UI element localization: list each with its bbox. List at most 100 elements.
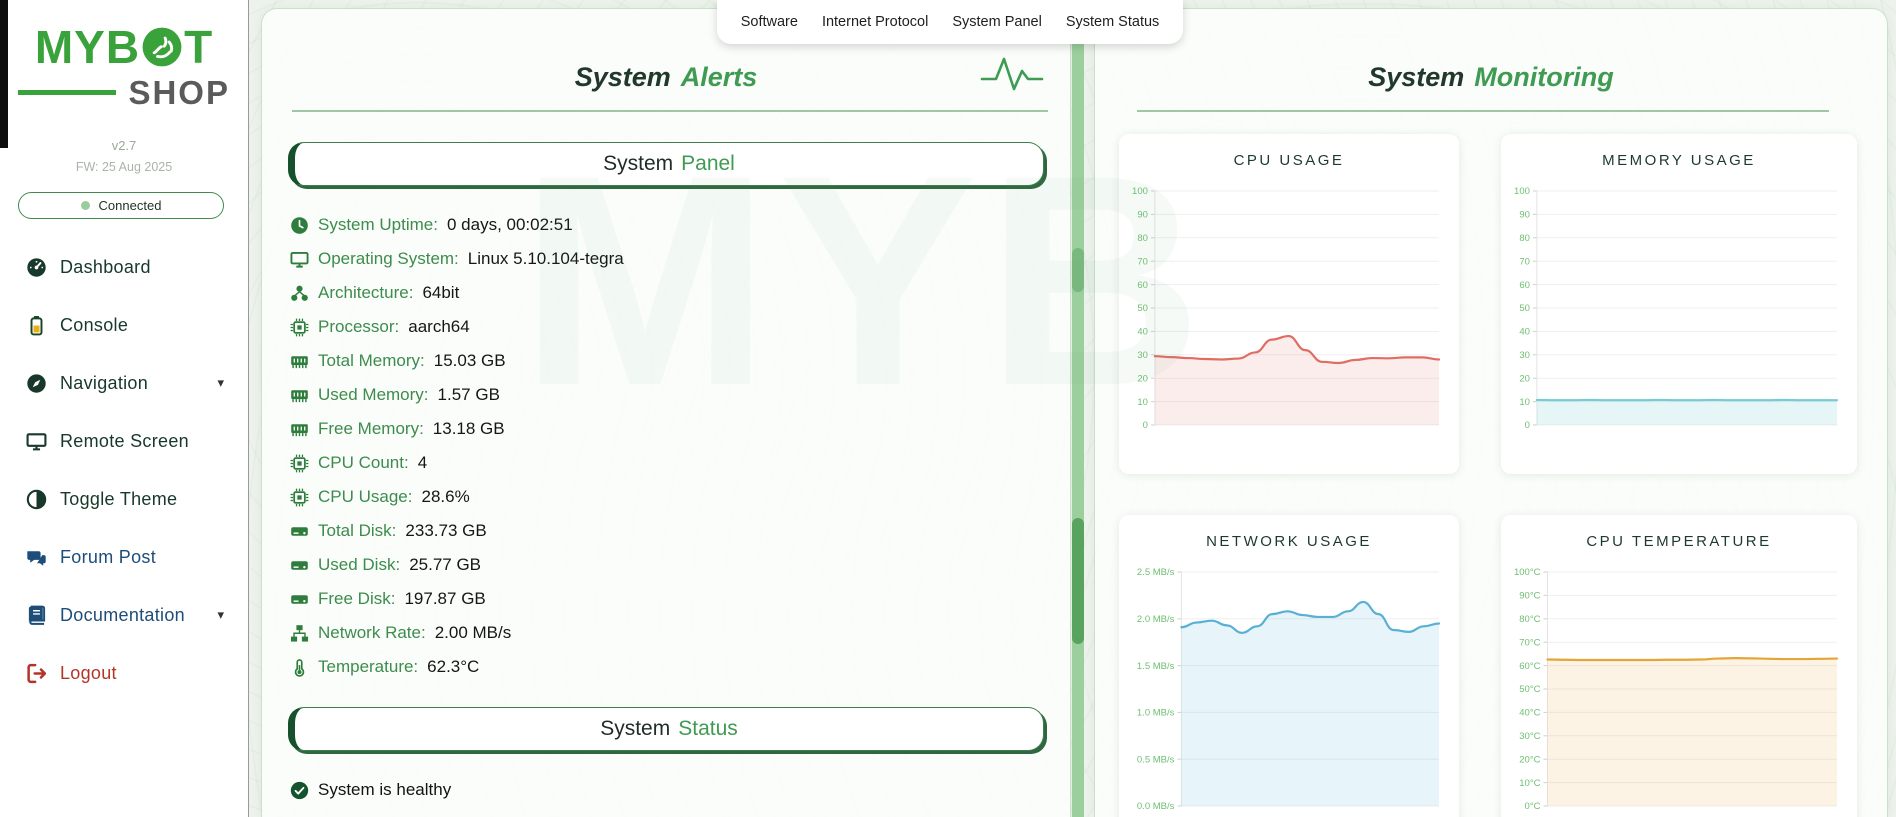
svg-text:30: 30 (1519, 350, 1530, 361)
chat-icon (26, 547, 47, 568)
svg-text:80: 80 (1519, 233, 1530, 244)
chip-icon (290, 454, 309, 473)
svg-text:0.0 MB/s: 0.0 MB/s (1137, 801, 1175, 812)
svg-text:10°C: 10°C (1519, 778, 1540, 789)
nav-item-internet-protocol[interactable]: Internet Protocol (822, 14, 928, 30)
info-value: 13.18 GB (433, 419, 505, 439)
svg-text:30°C: 30°C (1519, 731, 1540, 742)
sidebar-item-logout[interactable]: Logout (0, 644, 248, 702)
info-label: Temperature: (318, 657, 418, 677)
sidebar-item-label: Navigation (60, 373, 148, 394)
network-usage-chart-card: NETWORK USAGE 2.5 MB/s2.0 MB/s1.5 MB/s1.… (1119, 515, 1459, 817)
battery-icon (26, 315, 47, 336)
svg-text:90°C: 90°C (1519, 591, 1540, 602)
cpu-usage-chart-card: CPU USAGE 1009080706050403020100 (1119, 134, 1459, 474)
panel-scrollbar[interactable] (1072, 0, 1084, 817)
info-label: CPU Usage: (318, 487, 412, 507)
info-row: Used Memory: 1.57 GB (290, 378, 1050, 412)
sidebar-item-documentation[interactable]: Documentation ▾ (0, 586, 248, 644)
sidebar-item-remote-screen[interactable]: Remote Screen (0, 412, 248, 470)
info-row: Free Memory: 13.18 GB (290, 412, 1050, 446)
svg-text:80: 80 (1137, 233, 1148, 244)
sidebar-item-console[interactable]: Console (0, 296, 248, 354)
disk-icon (290, 556, 309, 575)
sidebar-item-toggle-theme[interactable]: Toggle Theme (0, 470, 248, 528)
system-status-header: System Status (288, 707, 1044, 751)
cpu-usage-chart: 1009080706050403020100 (1127, 179, 1451, 451)
sidebar-item-forum-post[interactable]: Forum Post (0, 528, 248, 586)
memory-usage-chart-card: MEMORY USAGE 1009080706050403020100 (1501, 134, 1857, 474)
memory-icon (290, 386, 309, 405)
svg-text:40: 40 (1137, 327, 1148, 338)
info-row: Network Rate: 2.00 MB/s (290, 616, 1050, 650)
info-label: Operating System: (318, 249, 459, 269)
info-label: System Uptime: (318, 215, 438, 235)
info-row: Total Disk: 233.73 GB (290, 514, 1050, 548)
scrollbar-thumb[interactable] (1072, 518, 1084, 644)
header-prefix: System (603, 152, 673, 176)
info-row: CPU Count: 4 (290, 446, 1050, 480)
sidebar-item-label: Remote Screen (60, 431, 189, 452)
info-value: 4 (418, 453, 427, 473)
info-value: 15.03 GB (434, 351, 506, 371)
info-row: Processor: aarch64 (290, 310, 1050, 344)
nav-item-system-panel[interactable]: System Panel (952, 14, 1041, 30)
title-accent: Monitoring (1474, 62, 1613, 93)
system-health-row: System is healthy (290, 775, 451, 805)
sitemap-icon (290, 284, 309, 303)
title-accent: Alerts (681, 62, 758, 93)
chip-icon (290, 488, 309, 507)
memory-icon (290, 420, 309, 439)
system-alerts-title: System Alerts (262, 59, 1070, 95)
title-prefix: System (575, 62, 671, 93)
svg-text:50: 50 (1137, 303, 1148, 314)
sidebar: MYB T SHOP v2.7 FW: 25 Aug 2025 Connecte… (0, 0, 249, 817)
monitor-icon (290, 250, 309, 269)
nav-item-system-status[interactable]: System Status (1066, 14, 1159, 30)
header-prefix: System (600, 717, 670, 741)
cpu-temperature-chart: 100°C90°C80°C70°C60°C50°C40°C30°C20°C10°… (1509, 560, 1849, 817)
info-label: Total Disk: (318, 521, 396, 541)
svg-text:80°C: 80°C (1519, 614, 1540, 625)
brand-logo: MYB T SHOP (10, 24, 238, 109)
svg-text:20: 20 (1137, 373, 1148, 384)
system-monitoring-title: System Monitoring (1095, 59, 1887, 95)
info-row: Used Disk: 25.77 GB (290, 548, 1050, 582)
chart-title: NETWORK USAGE (1206, 533, 1372, 550)
title-separator (1137, 110, 1829, 112)
svg-text:10: 10 (1137, 397, 1148, 408)
connection-status-pill[interactable]: Connected (18, 192, 224, 219)
gauge-icon (26, 257, 47, 278)
scrollbar-thumb[interactable] (1072, 248, 1084, 292)
sidebar-item-navigation[interactable]: Navigation ▾ (0, 354, 248, 412)
svg-text:70: 70 (1137, 256, 1148, 267)
network-usage-chart: 2.5 MB/s2.0 MB/s1.5 MB/s1.0 MB/s0.5 MB/s… (1127, 560, 1451, 817)
info-row: CPU Usage: 28.6% (290, 480, 1050, 514)
info-label: Used Disk: (318, 555, 400, 575)
sidebar-item-dashboard[interactable]: Dashboard (0, 238, 248, 296)
info-label: Processor: (318, 317, 399, 337)
chart-title: CPU TEMPERATURE (1586, 533, 1771, 550)
info-label: Architecture: (318, 283, 413, 303)
info-row: Total Memory: 15.03 GB (290, 344, 1050, 378)
disk-icon (290, 522, 309, 541)
firmware-date: FW: 25 Aug 2025 (0, 160, 248, 174)
svg-text:20°C: 20°C (1519, 754, 1540, 765)
sidebar-menu: Dashboard Console Navigation ▾ (0, 238, 248, 702)
svg-text:60°C: 60°C (1519, 661, 1540, 672)
info-label: Network Rate: (318, 623, 426, 643)
info-value: Linux 5.10.104-tegra (468, 249, 624, 269)
svg-text:40°C: 40°C (1519, 708, 1540, 719)
robot-icon (141, 26, 183, 68)
monitor-icon (26, 431, 47, 452)
info-value: 64bit (422, 283, 459, 303)
check-circle-icon (290, 781, 309, 800)
svg-text:1.0 MB/s: 1.0 MB/s (1137, 708, 1175, 719)
nav-item-software[interactable]: Software (741, 14, 798, 30)
connection-dot-icon (81, 201, 90, 210)
sidebar-item-label: Toggle Theme (60, 489, 177, 510)
app-version: v2.7 (0, 138, 248, 153)
svg-text:60: 60 (1137, 280, 1148, 291)
svg-text:20: 20 (1519, 373, 1530, 384)
brand-logo-shop: SHOP (128, 76, 230, 109)
